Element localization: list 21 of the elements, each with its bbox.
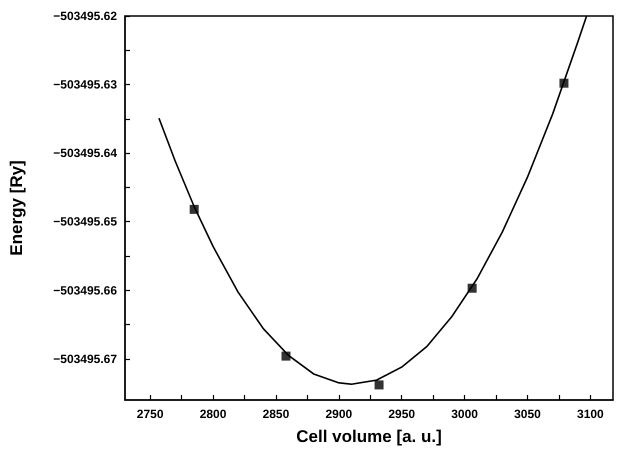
y-tick-label: −503495.62 <box>53 9 118 23</box>
x-tick-label: 2800 <box>200 407 227 421</box>
y-tick-label: −503495.66 <box>53 283 118 298</box>
y-tick-label: −503495.63 <box>53 78 118 92</box>
point <box>468 284 477 293</box>
point <box>281 352 290 361</box>
x-tick-label: 3000 <box>451 407 478 421</box>
x-tick-label: 2900 <box>325 407 352 421</box>
x-axis-title: Cell volume [a. u.] <box>296 427 442 446</box>
y-tick-label: −503495.67 <box>53 352 118 366</box>
point <box>374 380 384 390</box>
x-tick-label: 2950 <box>388 407 416 421</box>
point <box>190 204 199 214</box>
x-tick-label: 3050 <box>514 407 542 421</box>
x-tick-label: 3100 <box>577 407 604 421</box>
x-tick-label: 2850 <box>262 407 290 421</box>
y-tick-label: −503495.64 <box>53 146 118 160</box>
y-axis-title: Energy [Ry] <box>7 160 26 256</box>
y-tick-label: −503495.65 <box>53 214 118 229</box>
x-tick-label: 2750 <box>136 407 164 421</box>
point <box>559 78 568 88</box>
